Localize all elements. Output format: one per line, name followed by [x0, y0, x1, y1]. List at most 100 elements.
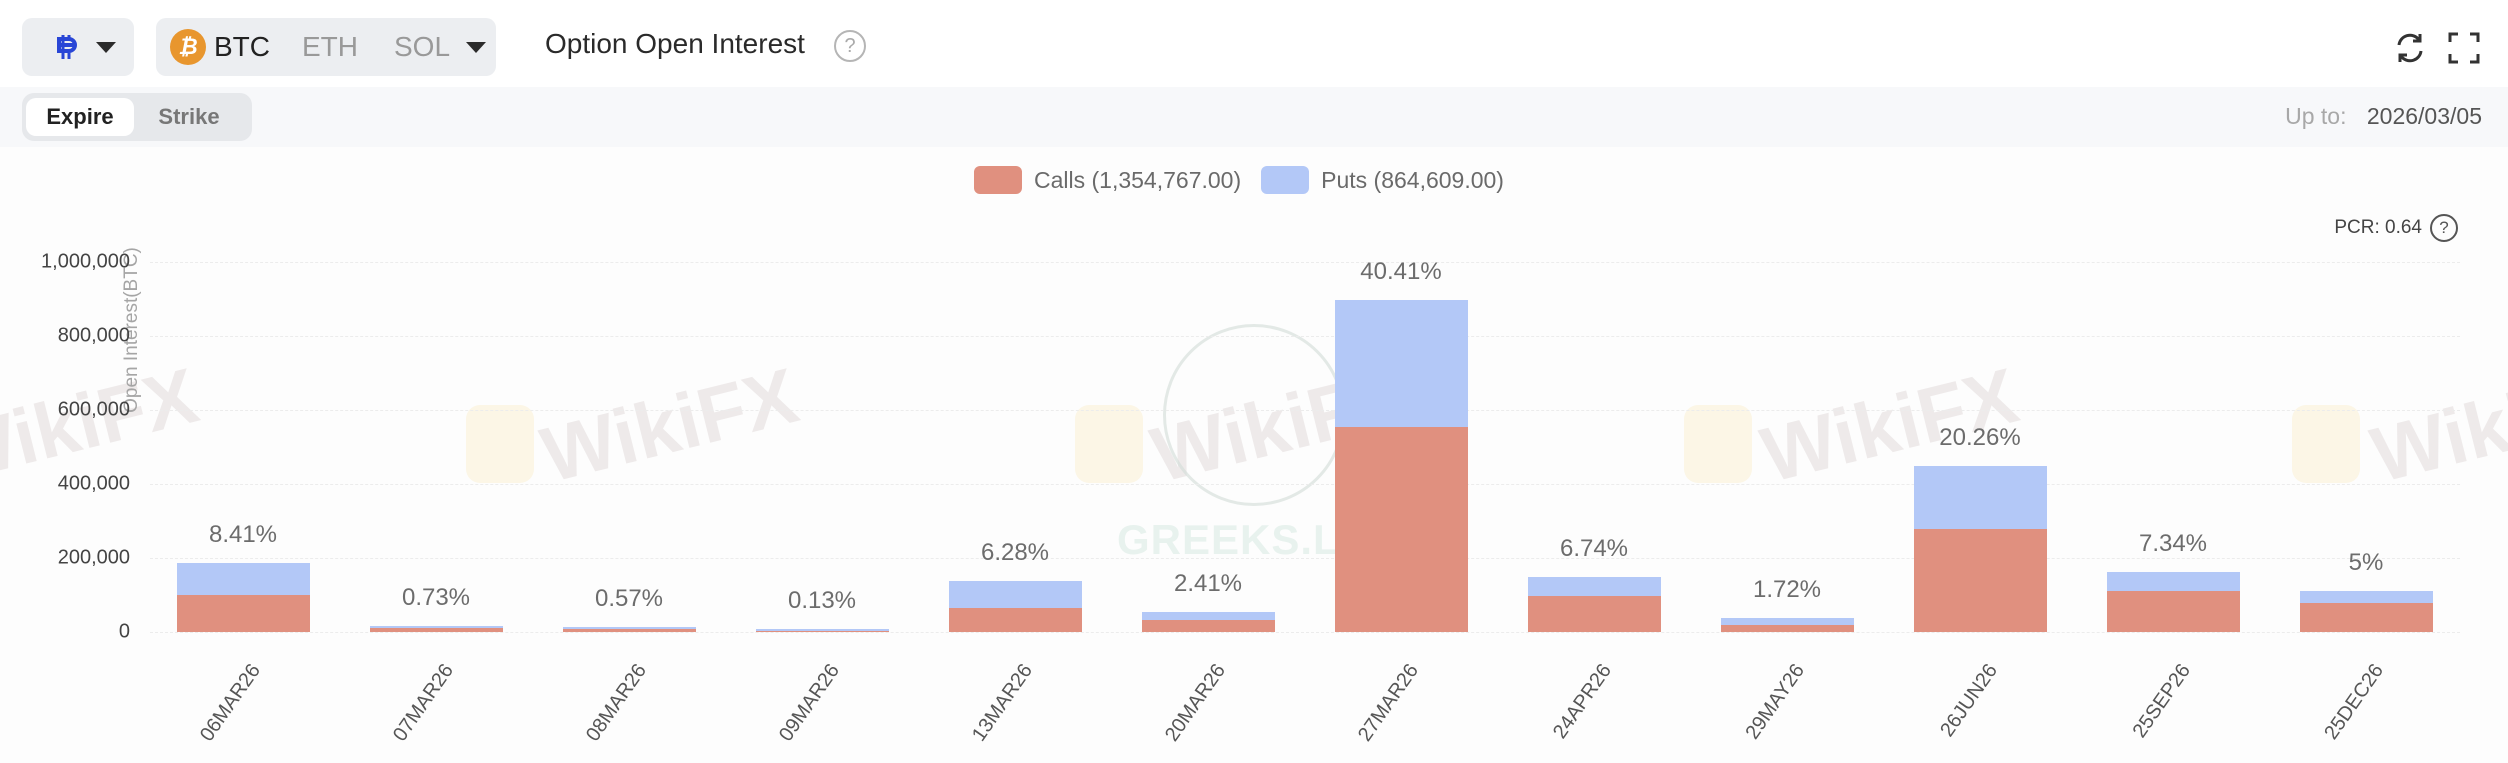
bar-segment-calls[interactable] — [949, 608, 1082, 632]
help-icon[interactable]: ? — [834, 30, 866, 62]
bar-segment-calls[interactable] — [756, 630, 889, 632]
bar-segment-puts[interactable] — [1335, 300, 1468, 428]
legend-puts[interactable]: Puts (864,609.00) — [1261, 166, 1504, 194]
percent-label: 2.41% — [1173, 570, 1243, 598]
bar-segment-calls[interactable] — [370, 627, 503, 632]
y-tick-label: 400,000 — [57, 472, 130, 495]
up-to-date[interactable]: Up to: 2026/03/05 — [2285, 103, 2482, 130]
bar-segment-puts[interactable] — [1721, 617, 1854, 625]
x-tick-label: 06MAR26 — [195, 660, 266, 746]
chevron-down-icon[interactable] — [466, 41, 487, 53]
x-tick-label: 13MAR26 — [967, 660, 1038, 746]
wikifx-watermark: WikiFX — [2363, 350, 2508, 500]
up-to-value: 2026/03/05 — [2366, 103, 2482, 129]
x-tick-label: 25SEP26 — [2128, 660, 2196, 742]
bar-29may26[interactable] — [1721, 617, 1854, 632]
platform-selector[interactable] — [22, 18, 134, 76]
tab-expire[interactable]: Expire — [26, 98, 134, 136]
percent-label: 0.73% — [401, 584, 471, 612]
legend-puts-label: Puts (864,609.00) — [1321, 166, 1504, 193]
wikifx-watermark-logo — [1684, 405, 1752, 483]
bar-segment-calls[interactable] — [1142, 620, 1275, 632]
up-to-label: Up to: — [2285, 103, 2347, 129]
bar-segment-puts[interactable] — [2107, 571, 2240, 591]
y-tick-label: 800,000 — [57, 324, 130, 347]
bar-segment-calls[interactable] — [1335, 427, 1468, 632]
bar-13mar26[interactable] — [949, 580, 1082, 632]
legend-calls-label: Calls (1,354,767.00) — [1034, 166, 1242, 193]
calls-swatch — [974, 166, 1022, 194]
wikifx-watermark-logo — [2292, 405, 2360, 483]
bar-24apr26[interactable] — [1528, 576, 1661, 632]
pcr-label: PCR: 0.64 — [2334, 217, 2422, 238]
bar-segment-puts[interactable] — [563, 627, 696, 630]
percent-label: 5% — [2348, 548, 2384, 576]
x-tick-label: 25DEC26 — [2320, 660, 2389, 744]
bar-26jun26[interactable] — [1914, 465, 2047, 632]
gridline — [150, 410, 2460, 411]
bar-segment-calls[interactable] — [177, 595, 310, 632]
x-tick-label: 07MAR26 — [388, 660, 459, 746]
bar-25dec26[interactable] — [2300, 590, 2433, 632]
bar-segment-puts[interactable] — [370, 626, 503, 628]
wikifx-watermark-logo — [1075, 405, 1143, 483]
bar-segment-puts[interactable] — [1914, 465, 2047, 530]
bar-08mar26[interactable] — [563, 627, 696, 632]
bar-segment-calls[interactable] — [1721, 624, 1854, 632]
tab-strike[interactable]: Strike — [158, 104, 220, 129]
wikifx-watermark: WikiFX — [533, 350, 807, 500]
bar-segment-puts[interactable] — [1528, 576, 1661, 597]
fullscreen-icon[interactable] — [2446, 30, 2482, 66]
coin-sol-label: SOL — [394, 31, 451, 62]
bar-segment-puts[interactable] — [2300, 590, 2433, 604]
x-tick-label: 08MAR26 — [581, 660, 652, 746]
percent-label: 40.41% — [1360, 258, 1442, 286]
bar-segment-puts[interactable] — [756, 629, 889, 631]
percent-label: 7.34% — [2138, 529, 2208, 557]
coin-eth[interactable]: ETH — [302, 18, 358, 76]
bar-06mar26[interactable] — [177, 563, 310, 632]
view-tabs: Expire Strike — [22, 93, 252, 141]
bar-segment-puts[interactable] — [177, 563, 310, 596]
bar-27mar26[interactable] — [1335, 300, 1468, 632]
bar-segment-calls[interactable] — [563, 629, 696, 632]
refresh-icon[interactable] — [2392, 30, 2428, 66]
gridline — [150, 558, 2460, 559]
bar-segment-puts[interactable] — [1142, 612, 1275, 621]
bar-09mar26[interactable] — [756, 629, 889, 632]
greeks-live-logo — [1163, 324, 1345, 506]
coin-btc-label: BTC — [214, 31, 270, 62]
bar-segment-calls[interactable] — [1528, 596, 1661, 632]
coin-selector: ₿ BTC ETH SOL — [156, 18, 496, 76]
bar-segment-calls[interactable] — [1914, 529, 2047, 632]
coin-eth-label: ETH — [302, 31, 358, 62]
x-tick-label: 26JUN26 — [1936, 660, 2003, 741]
y-tick-label: 600,000 — [57, 398, 130, 421]
percent-label: 0.13% — [787, 587, 857, 614]
percent-label: 0.57% — [594, 585, 664, 613]
bar-20mar26[interactable] — [1142, 612, 1275, 632]
x-tick-label: 20MAR26 — [1160, 660, 1231, 746]
gridline — [150, 336, 2460, 337]
y-tick-label: 0 — [118, 620, 130, 643]
x-tick-label: 27MAR26 — [1353, 660, 1424, 746]
percent-label: 20.26% — [1939, 423, 2021, 451]
page-title: Option Open Interest — [545, 28, 805, 59]
pcr-indicator: PCR: 0.64 ? — [2334, 214, 2458, 242]
coin-sol[interactable]: SOL — [394, 18, 487, 76]
gridline — [150, 484, 2460, 485]
bitcoin-icon: ₿ — [170, 29, 206, 65]
chart-header: ₿ BTC ETH SOL Option Open Interest ? — [0, 0, 2508, 87]
bar-segment-calls[interactable] — [2107, 590, 2240, 632]
percent-label: 6.74% — [1559, 534, 1629, 562]
gridline — [150, 632, 2460, 633]
percent-label: 6.28% — [980, 538, 1050, 566]
bar-07mar26[interactable] — [370, 626, 503, 632]
coin-btc[interactable]: ₿ BTC — [170, 18, 270, 76]
x-tick-label: 09MAR26 — [774, 660, 845, 746]
bar-segment-puts[interactable] — [949, 580, 1082, 609]
bar-segment-calls[interactable] — [2300, 603, 2433, 632]
legend-calls[interactable]: Calls (1,354,767.00) — [974, 166, 1241, 194]
bar-25sep26[interactable] — [2107, 571, 2240, 632]
help-icon[interactable]: ? — [2430, 214, 2458, 242]
